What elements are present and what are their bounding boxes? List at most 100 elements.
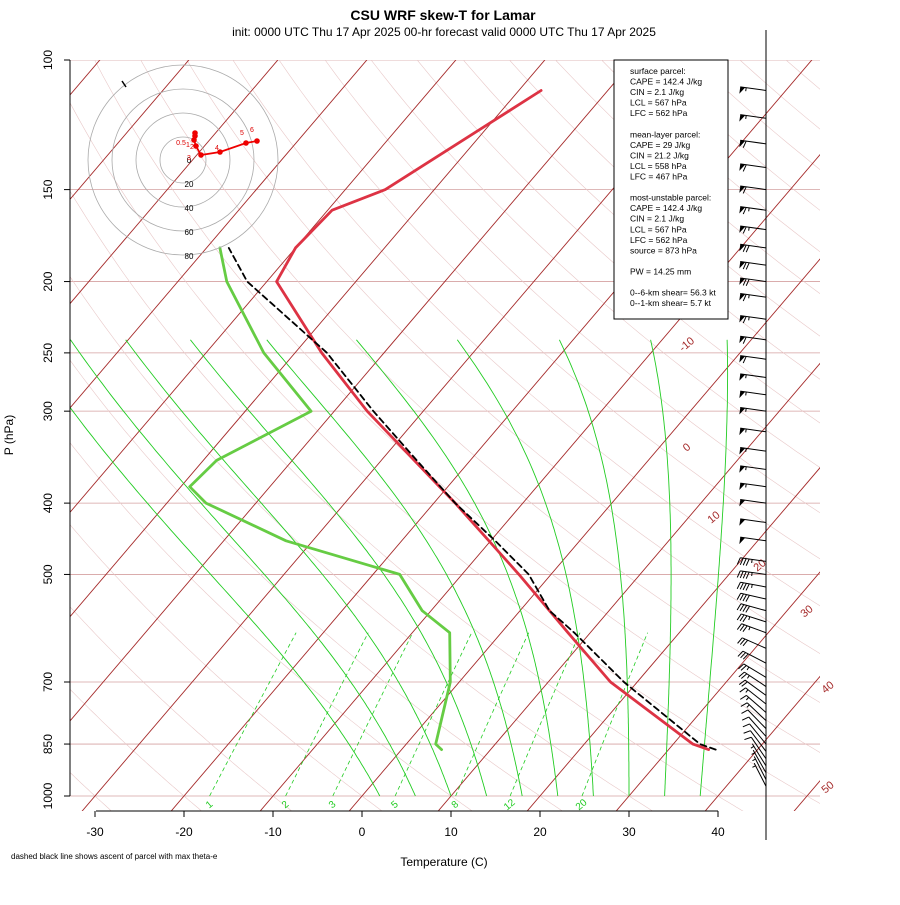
wind-barb xyxy=(738,664,766,677)
dry-adiabat xyxy=(132,44,900,812)
wind-barb-full xyxy=(740,695,746,699)
wind-barb-full xyxy=(740,688,746,692)
wind-barb-full xyxy=(743,583,746,590)
wind-barb-full xyxy=(741,710,747,713)
index-line: 0--6-km shear= 56.3 kt xyxy=(630,288,716,298)
hodograph-point xyxy=(193,143,199,149)
dry-adiabat xyxy=(177,44,900,812)
x-axis-label: Temperature (C) xyxy=(400,855,487,869)
moist-adiabat xyxy=(126,340,451,796)
hodograph-height-label: 3 xyxy=(187,155,191,162)
moist-adiabat xyxy=(651,340,672,796)
hodograph-point xyxy=(191,137,197,143)
dry-adiabat xyxy=(0,44,202,812)
wind-barb-full xyxy=(744,731,751,734)
wind-barb-half xyxy=(746,690,748,693)
wind-barb xyxy=(739,244,766,252)
wind-barb-full xyxy=(737,614,741,620)
wind-barbs xyxy=(737,87,766,786)
temperature-tick-label: 10 xyxy=(444,825,458,839)
wind-barb xyxy=(739,391,766,398)
isotherm-line xyxy=(0,44,292,812)
isotherm-line xyxy=(883,44,900,812)
wind-barb-flag xyxy=(739,519,745,526)
mixing-ratio-label: 5 xyxy=(389,799,401,811)
chart-title: CSU WRF skew-T for Lamar xyxy=(350,7,536,23)
chart-subtitle: init: 0000 UTC Thu 17 Apr 2025 00-hr for… xyxy=(232,25,656,39)
wind-barb xyxy=(739,226,766,233)
isotherm-label: 40 xyxy=(820,679,837,696)
pressure-tick-label: 250 xyxy=(41,343,55,363)
hodograph-ring-label: 80 xyxy=(185,252,194,261)
isotherm-label: 10 xyxy=(706,509,723,526)
wind-barb-full xyxy=(746,572,749,579)
index-line: LFC = 562 hPa xyxy=(630,108,688,118)
hodograph-point xyxy=(254,138,260,144)
wind-barb xyxy=(739,294,766,302)
wind-barb xyxy=(739,164,766,172)
wind-barb xyxy=(739,356,766,363)
dry-adiabat xyxy=(859,44,900,812)
wind-barb xyxy=(739,519,766,526)
hodograph-ring xyxy=(112,89,254,231)
wind-barb-full xyxy=(742,717,749,720)
moist-adiabat xyxy=(190,340,486,796)
temperature-tick-label: 30 xyxy=(622,825,636,839)
index-line: CAPE = 142.4 J/kg xyxy=(630,203,702,213)
pressure-tick-label: 200 xyxy=(41,271,55,291)
wind-barb xyxy=(739,140,766,148)
index-line: LFC = 562 hPa xyxy=(630,235,688,245)
wind-barb xyxy=(739,262,766,270)
wind-barb-full xyxy=(743,616,747,622)
wind-barb-full xyxy=(737,593,741,599)
pressure-tick-label: 400 xyxy=(41,493,55,513)
temperature-tick-label: -10 xyxy=(264,825,282,839)
wind-barb-full xyxy=(743,595,747,601)
wind-barb xyxy=(737,593,766,601)
index-line: source = 873 hPa xyxy=(630,245,697,255)
hodograph-height-label: 2 xyxy=(190,144,194,151)
y-axis-label: P (hPa) xyxy=(2,415,16,455)
pressure-tick-label: 500 xyxy=(41,564,55,584)
dry-adiabat xyxy=(0,44,112,812)
pressure-tick-label: 700 xyxy=(41,672,55,692)
wind-barb-half xyxy=(746,697,748,700)
wind-barb xyxy=(737,582,766,590)
isotherm-label: -10 xyxy=(677,335,697,354)
wind-barb-flag xyxy=(739,466,745,473)
moist-adiabat xyxy=(457,340,593,796)
wind-barb-staff xyxy=(740,582,766,587)
wind-barb-full xyxy=(740,583,743,590)
isotherm-label: 0 xyxy=(681,441,693,454)
wind-barb-full xyxy=(746,559,749,566)
moist-adiabat xyxy=(700,340,727,796)
wind-barb-staff xyxy=(753,750,766,773)
wind-barb-staff xyxy=(746,688,766,704)
dry-adiabat xyxy=(722,44,900,812)
wind-barb-flag xyxy=(739,115,745,122)
wind-barb xyxy=(740,695,766,712)
isotherm-label: 50 xyxy=(820,779,837,796)
wind-barb-half xyxy=(749,627,750,630)
hodograph-height-label: 4 xyxy=(215,145,219,152)
wind-barb-flag xyxy=(739,391,745,398)
index-line: CIN = 21.2 J/kg xyxy=(630,150,689,160)
wind-barb-half xyxy=(747,705,749,708)
wind-barb-half xyxy=(747,667,749,670)
isotherm-label: 30 xyxy=(799,603,816,620)
wind-barb-half xyxy=(747,675,749,678)
wind-barb-full xyxy=(743,559,746,566)
mixing-ratio-line xyxy=(286,633,369,796)
wind-barb-half xyxy=(752,759,755,761)
moist-adiabat xyxy=(559,340,629,796)
index-line: LCL = 567 hPa xyxy=(630,98,687,108)
wind-barb-full xyxy=(740,605,744,611)
mixing-ratio-label: 8 xyxy=(450,799,462,811)
index-line: CIN = 2.1 J/kg xyxy=(630,214,684,224)
footnote: dashed black line shows ascent of parcel… xyxy=(11,852,218,861)
wind-barb xyxy=(739,428,766,435)
pressure-tick-label: 150 xyxy=(41,179,55,199)
index-line: CAPE = 29 J/kg xyxy=(630,140,691,150)
